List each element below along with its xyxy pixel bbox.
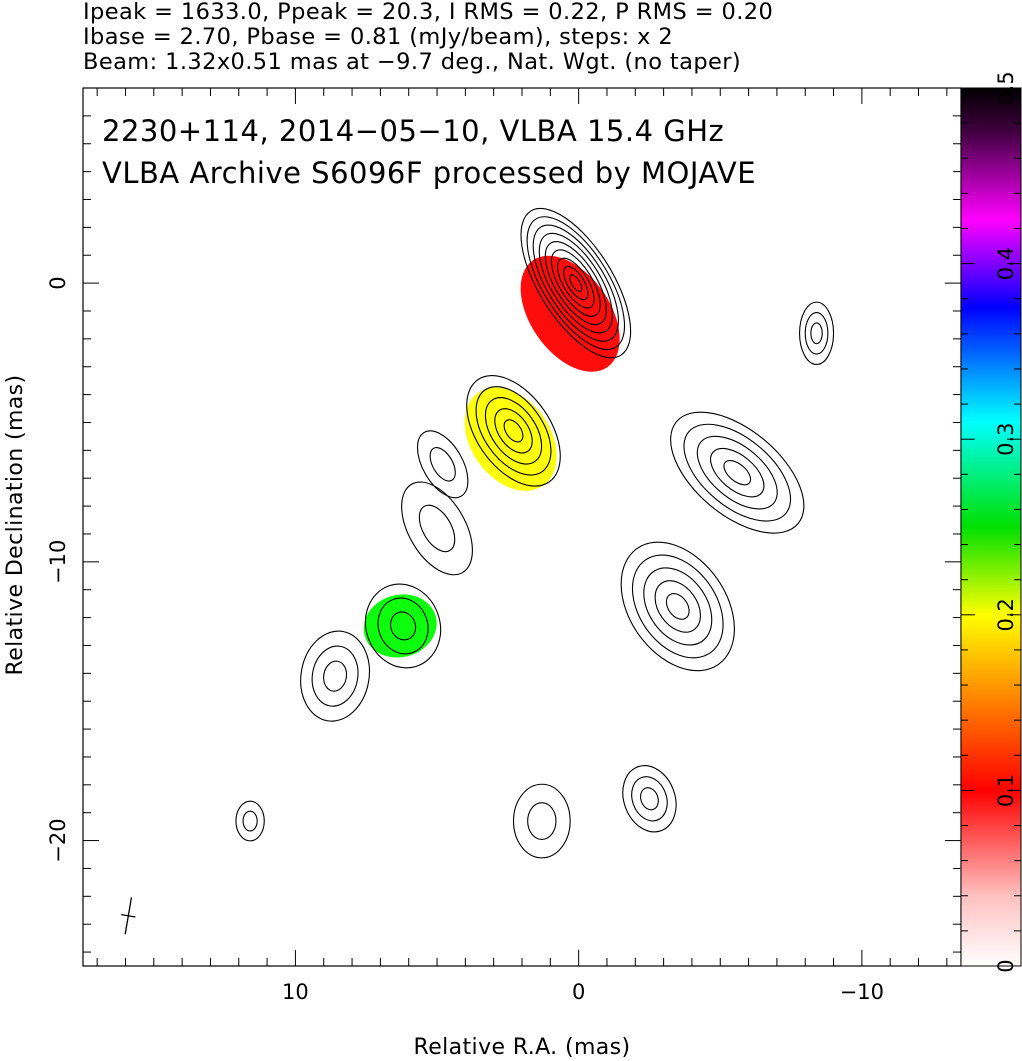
contour-knot-se-1-4 <box>723 460 752 486</box>
contour-knot-4-1 <box>377 597 429 655</box>
map-area <box>121 207 835 935</box>
contour-knot-1-4 <box>503 419 524 443</box>
contour-knot-ne-1-1 <box>804 311 829 355</box>
contour-group-knot-se-1 <box>670 411 805 534</box>
colorbar-tick-label: 0.5 <box>994 71 1018 104</box>
contour-knot-5-1 <box>311 645 359 707</box>
contour-knot-1-1 <box>475 386 552 476</box>
contour-knot-1-3 <box>494 408 533 454</box>
y-axis-label: Relative Declination (mas) <box>3 374 28 675</box>
contour-knot-se-1-1 <box>683 423 792 522</box>
contour-knot-1-0 <box>466 375 561 487</box>
contour-knot-se-2-2 <box>643 567 713 646</box>
contour-knot-se-4-0 <box>512 783 571 859</box>
contour-core-7 <box>563 265 589 301</box>
x-tick-label: −10 <box>840 980 884 1004</box>
contour-group-knot-3 <box>401 481 473 576</box>
polarization-knot4-pol <box>363 594 437 658</box>
contour-core-5 <box>550 249 601 317</box>
contour-group-knot-se-4 <box>512 783 571 859</box>
contour-knot-3-0 <box>401 481 473 576</box>
contour-knot-se-1-3 <box>710 447 765 498</box>
y-tick-label: −20 <box>46 818 70 862</box>
beam-marker <box>121 897 136 935</box>
contour-knot-6-1 <box>242 810 258 832</box>
contour-core-1 <box>526 216 626 351</box>
contour-knot-se-2-1 <box>631 554 724 659</box>
contour-knot-se-1-0 <box>670 411 805 534</box>
contour-core-3 <box>538 232 613 334</box>
contour-core-6 <box>556 257 595 309</box>
contour-knot-2-0 <box>416 430 469 499</box>
chart-subtitle: VLBA Archive S6096F processed by MOJAVE <box>102 156 756 190</box>
contour-knot-2-1 <box>429 447 456 482</box>
contour-knot-se-3-1 <box>631 776 668 822</box>
contour-core-0 <box>520 207 632 359</box>
contour-knot-6-0 <box>235 800 265 842</box>
contour-knot-4-2 <box>389 611 417 641</box>
contour-knot-1-2 <box>484 397 543 465</box>
contour-group-knot-ne-1 <box>799 301 835 365</box>
y-tick-label: 0 <box>46 276 70 289</box>
beam-minor-axis <box>121 913 136 918</box>
contour-knot-se-2-4 <box>665 593 690 620</box>
contour-knot-se-2-0 <box>620 541 735 672</box>
header-line-3: Beam: 1.32x0.51 mas at −9.7 deg., Nat. W… <box>83 49 742 75</box>
contour-knot-se-1-2 <box>696 435 778 510</box>
contour-knot-se-4-1 <box>527 802 557 841</box>
colorbar-tick-label: 0.3 <box>994 422 1018 455</box>
header-line-2: Ibase = 2.70, Pbase = 0.81 (mJy/beam), s… <box>83 24 674 50</box>
chart-title: 2230+114, 2014−05−10, VLBA 15.4 GHz <box>102 114 724 148</box>
contour-knot-se-3-0 <box>622 765 677 833</box>
y-tick-label: −10 <box>46 540 70 584</box>
header-line-1: Ipeak = 1633.0, Ppeak = 20.3, I RMS = 0.… <box>83 0 774 25</box>
colorbar-tick-label: 0.1 <box>994 774 1018 807</box>
colorbar-tick-label: 0.4 <box>994 247 1018 280</box>
contour-knot-3-1 <box>418 504 456 553</box>
contour-group-knot-2 <box>416 430 469 499</box>
contour-group-knot-5 <box>300 630 371 722</box>
colorbar <box>960 87 1022 967</box>
contour-knot-5-2 <box>323 660 348 692</box>
contour-group-knot-4 <box>364 583 442 669</box>
contour-core-4 <box>544 241 607 326</box>
colorbar-ticks: 0 0.1 0.2 0.3 0.4 0.5 <box>961 71 1021 973</box>
contour-group-knot-se-3 <box>622 765 677 833</box>
axis-ticks: 10 0 −10 0 −10 −20 <box>46 88 961 1004</box>
x-axis-label: Relative R.A. (mas) <box>414 1035 631 1060</box>
contour-group-knot-1 <box>466 375 561 487</box>
contour-core-8 <box>569 274 583 292</box>
contour-core-2 <box>532 224 619 342</box>
contour-knot-5-0 <box>300 630 371 722</box>
x-tick-label: 0 <box>572 980 585 1004</box>
contour-knot-ne-1-0 <box>799 301 835 365</box>
colorbar-tick-label: 0.2 <box>994 598 1018 631</box>
contour-group-core <box>520 207 632 359</box>
plot-frame <box>82 87 962 967</box>
contour-knot-4-0 <box>364 583 442 669</box>
contour-group-knot-6 <box>235 800 265 842</box>
colorbar-tick-label: 0 <box>994 959 1018 972</box>
contour-knot-ne-1-2 <box>810 322 823 345</box>
x-tick-label: 10 <box>282 980 309 1004</box>
contour-knot-se-3-2 <box>640 787 659 811</box>
contour-group-knot-se-2 <box>620 541 735 672</box>
contour-knot-se-2-3 <box>654 580 701 633</box>
